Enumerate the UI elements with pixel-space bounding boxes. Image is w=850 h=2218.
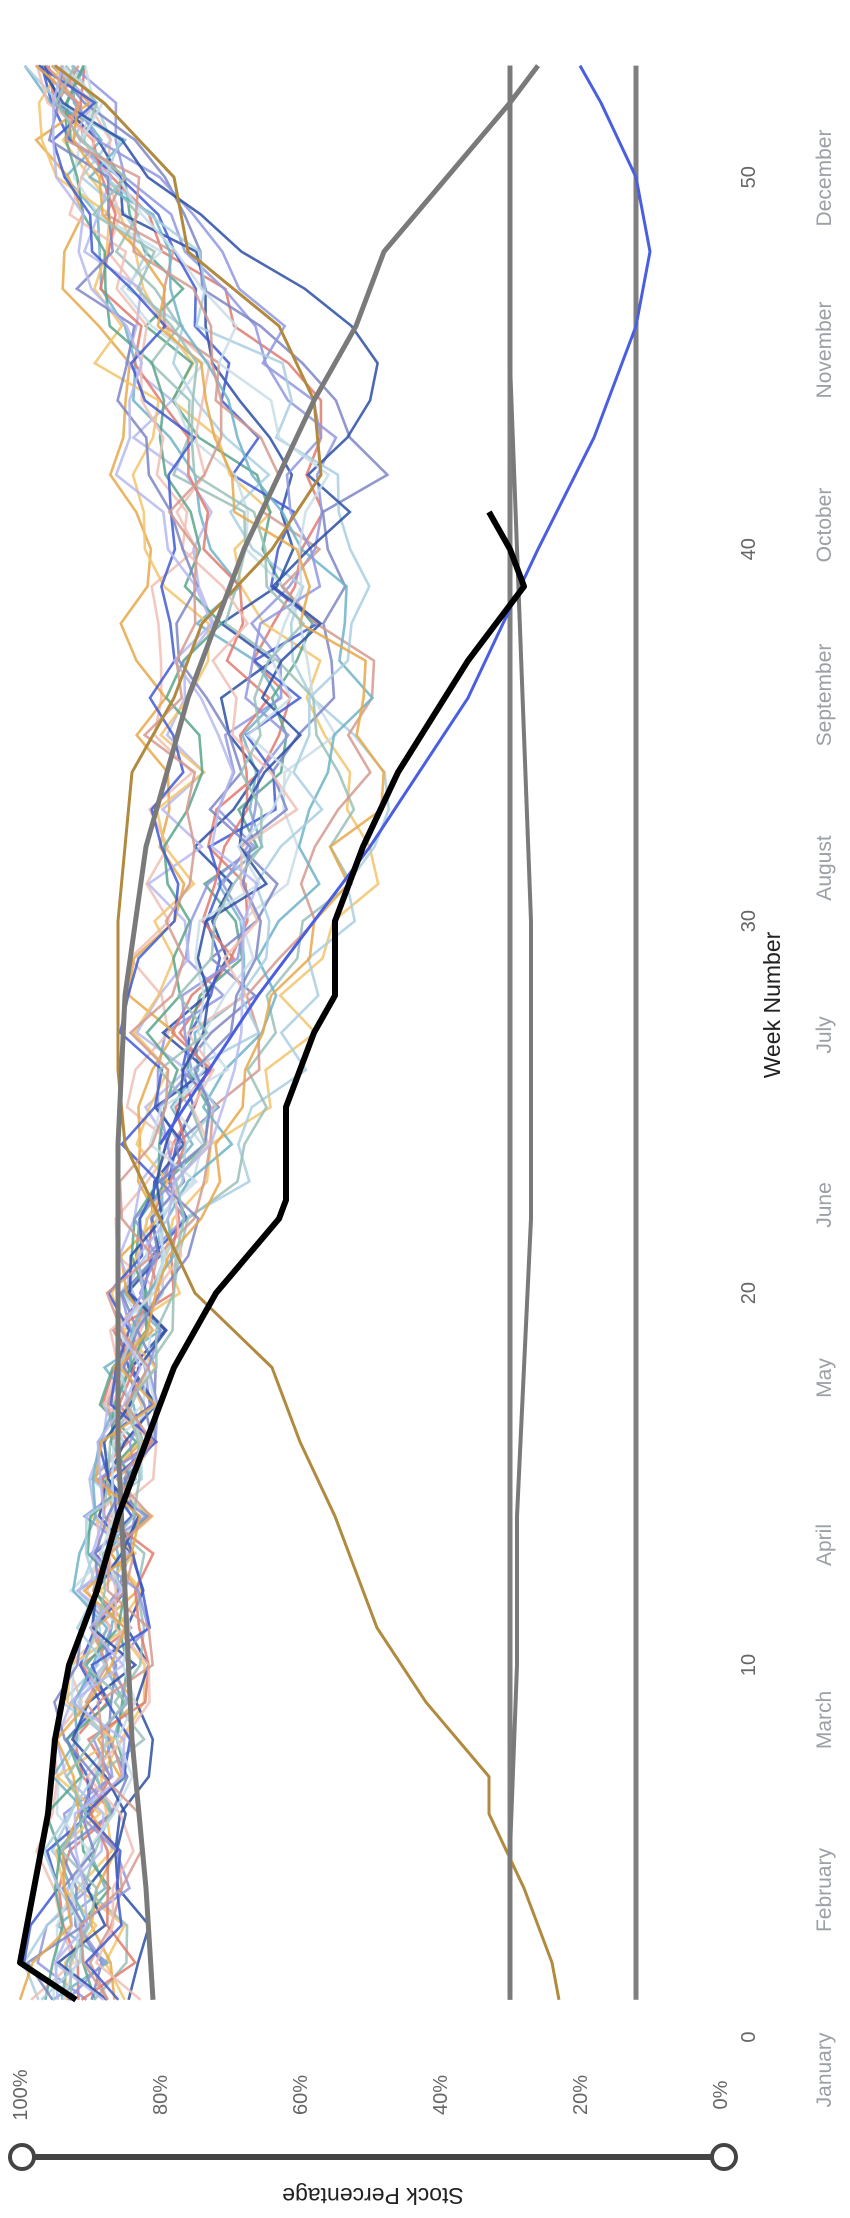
x-tick-label: 40: [738, 538, 760, 560]
month-label: April: [813, 1524, 836, 1566]
y-tick-label: 20%: [570, 2075, 592, 2115]
background-series-group: [18, 64, 391, 2001]
reference-lines: [507, 65, 639, 2000]
highlight-series-line: [508, 65, 533, 2000]
month-label: March: [813, 1691, 836, 1749]
month-label: July: [813, 1016, 836, 1054]
y-tick-label: 100%: [10, 2069, 32, 2120]
background-series-line: [38, 64, 379, 2001]
x-axis-title: Week Number: [759, 931, 785, 1078]
month-label: December: [813, 130, 836, 227]
background-series-line: [64, 64, 356, 2001]
background-series-line: [34, 64, 186, 2000]
x-tick-label: 0: [738, 2031, 760, 2042]
highlight-series-line: [158, 64, 652, 1146]
y-tick-label: 0%: [710, 2080, 732, 2109]
background-series-line: [25, 65, 263, 2001]
background-series-line: [36, 64, 338, 2001]
highlight-series-group: [17, 64, 652, 2003]
month-label: June: [813, 1182, 836, 1228]
month-labels: January February March April May June July Augu…: [813, 130, 836, 2108]
x-tick-label: 10: [738, 1654, 760, 1676]
month-label: September: [813, 644, 836, 747]
month-label: February: [813, 1847, 836, 1932]
month-label: January: [813, 2032, 836, 2107]
background-series-line: [47, 65, 271, 2001]
month-label: May: [813, 1358, 836, 1398]
month-label: August: [813, 835, 836, 901]
x-tick-label: 50: [738, 166, 760, 188]
background-series-line: [51, 65, 259, 2001]
background-series-line: [54, 65, 306, 2000]
x-tick-label: 30: [738, 910, 760, 932]
y-tick-label: 60%: [290, 2075, 312, 2115]
highlight-series-line: [17, 510, 527, 2003]
slider-handle-high[interactable]: [710, 2143, 738, 2171]
background-series-line: [45, 64, 223, 2001]
month-label: November: [813, 302, 836, 399]
y-tick-label: 80%: [150, 2075, 172, 2115]
month-label: October: [813, 488, 836, 563]
background-series-line: [43, 65, 295, 2001]
y-axis-range-slider[interactable]: [8, 2143, 738, 2171]
y-axis-title: Stock Percentage: [282, 2183, 464, 2209]
x-tick-label: 20: [738, 1282, 760, 1304]
highlight-series-line: [54, 64, 561, 2001]
background-series-line: [56, 64, 376, 2001]
y-tick-labels: 0% 20% 40% 60% 80% 100%: [10, 2069, 732, 2120]
slider-handle-low[interactable]: [8, 2143, 36, 2171]
x-tick-labels: 0 10 20 30 40 50: [738, 166, 760, 2042]
y-tick-label: 40%: [430, 2075, 452, 2115]
highlight-series-line: [115, 64, 540, 2000]
background-series-line: [44, 65, 224, 2001]
